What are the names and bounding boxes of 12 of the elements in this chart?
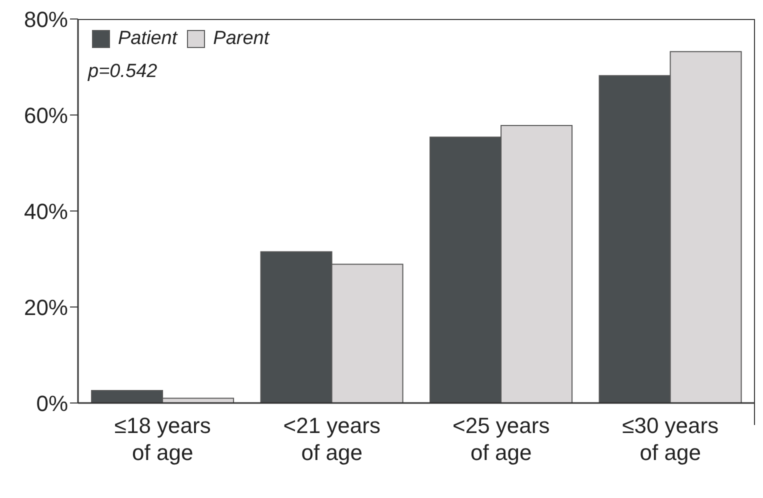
x-tick-label: <21 years of age xyxy=(283,413,380,465)
x-tick-label: ≤30 years of age xyxy=(622,413,719,465)
y-tick-label: 60% xyxy=(24,102,68,128)
y-tick-label: 40% xyxy=(24,198,68,224)
x-tick-label: <25 years of age xyxy=(452,413,550,465)
y-tick-label: 80% xyxy=(24,6,68,32)
legend-label: Parent xyxy=(212,28,270,50)
x-tick-label: ≤18 years of age xyxy=(114,413,211,465)
annotation: p=0.542 xyxy=(88,61,158,83)
y-tick-label: 20% xyxy=(24,294,68,320)
y-tick-label: 0% xyxy=(36,390,68,416)
legend-label: Patient xyxy=(117,28,178,50)
